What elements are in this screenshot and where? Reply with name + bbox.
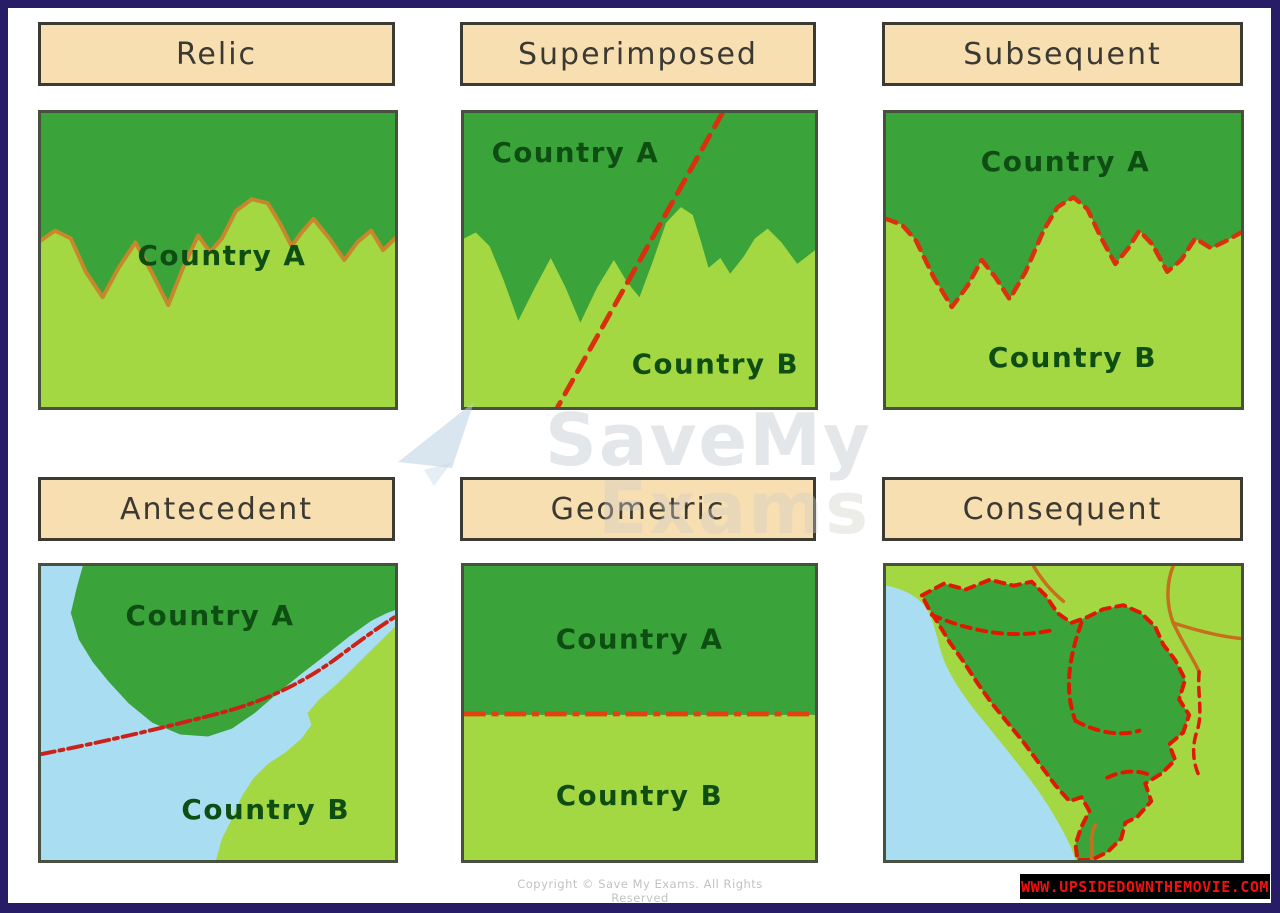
header-subsequent: Subsequent bbox=[882, 22, 1243, 86]
map-subsequent: Country A Country B bbox=[883, 110, 1244, 410]
header-antecedent: Antecedent bbox=[38, 477, 395, 541]
consequent-map-graphic bbox=[886, 566, 1241, 860]
header-geometric-label: Geometric bbox=[550, 491, 726, 527]
header-subsequent-label: Subsequent bbox=[963, 36, 1162, 72]
subsequent-map-graphic: Country A Country B bbox=[886, 113, 1241, 407]
antecedent-map-graphic: Country A Country B bbox=[41, 566, 395, 860]
map-relic: Country A bbox=[38, 110, 398, 410]
relic-map-graphic: Country A bbox=[41, 113, 395, 407]
copyright-text: Copyright © Save My Exams. All Rights Re… bbox=[517, 877, 763, 905]
superimposed-country-b-label: Country B bbox=[632, 349, 799, 381]
superimposed-map-graphic: Country A Country B bbox=[464, 113, 815, 407]
geometric-map-graphic: Country A Country B bbox=[464, 566, 815, 860]
website-banner-text: WWW.UPSIDEDOWNTHEMOVIE.COM bbox=[1021, 877, 1269, 896]
map-consequent bbox=[883, 563, 1244, 863]
geometric-country-a-label: Country A bbox=[556, 623, 724, 655]
antecedent-country-a-label: Country A bbox=[126, 599, 295, 632]
antecedent-country-b-label: Country B bbox=[181, 793, 350, 826]
superimposed-country-a-label: Country A bbox=[492, 137, 660, 169]
map-geometric: Country A Country B bbox=[461, 563, 818, 863]
geometric-country-b-label: Country B bbox=[556, 780, 723, 812]
subsequent-country-a-label: Country A bbox=[981, 145, 1150, 178]
header-superimposed-label: Superimposed bbox=[518, 36, 758, 72]
relic-country-a-label: Country A bbox=[137, 239, 306, 272]
header-antecedent-label: Antecedent bbox=[120, 491, 313, 527]
subsequent-country-b-label: Country B bbox=[988, 341, 1157, 374]
map-superimposed: Country A Country B bbox=[461, 110, 818, 410]
website-banner: WWW.UPSIDEDOWNTHEMOVIE.COM bbox=[1020, 874, 1270, 899]
header-superimposed: Superimposed bbox=[460, 22, 816, 86]
header-relic-label: Relic bbox=[175, 36, 258, 72]
header-consequent: Consequent bbox=[882, 477, 1243, 541]
header-geometric: Geometric bbox=[460, 477, 816, 541]
header-relic: Relic bbox=[38, 22, 395, 86]
map-antecedent: Country A Country B bbox=[38, 563, 398, 863]
header-consequent-label: Consequent bbox=[962, 491, 1163, 527]
